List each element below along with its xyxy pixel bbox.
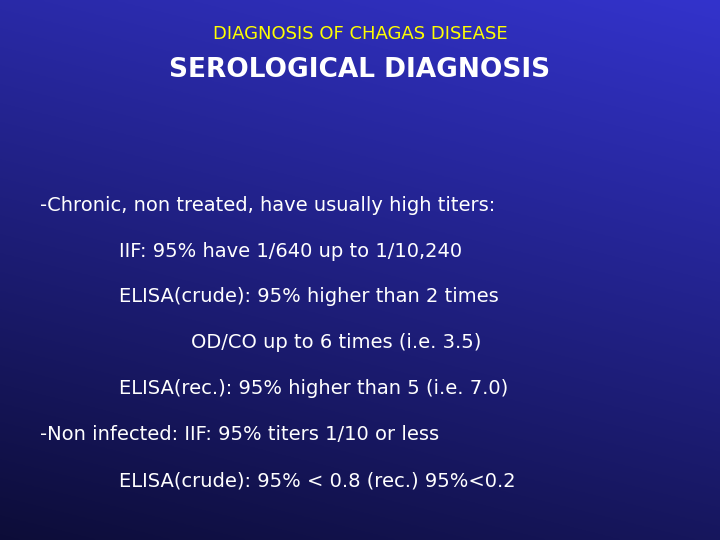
Text: ELISA(crude): 95% < 0.8 (rec.) 95%<0.2: ELISA(crude): 95% < 0.8 (rec.) 95%<0.2 bbox=[119, 471, 516, 490]
Text: DIAGNOSIS OF CHAGAS DISEASE: DIAGNOSIS OF CHAGAS DISEASE bbox=[212, 25, 508, 43]
Text: -Non infected: IIF: 95% titers 1/10 or less: -Non infected: IIF: 95% titers 1/10 or l… bbox=[40, 425, 438, 444]
Text: -Chronic, non treated, have usually high titers:: -Chronic, non treated, have usually high… bbox=[40, 195, 495, 215]
Text: OD/CO up to 6 times (i.e. 3.5): OD/CO up to 6 times (i.e. 3.5) bbox=[191, 333, 481, 353]
Text: IIF: 95% have 1/640 up to 1/10,240: IIF: 95% have 1/640 up to 1/10,240 bbox=[119, 241, 462, 261]
Text: SEROLOGICAL DIAGNOSIS: SEROLOGICAL DIAGNOSIS bbox=[169, 57, 551, 83]
Text: ELISA(rec.): 95% higher than 5 (i.e. 7.0): ELISA(rec.): 95% higher than 5 (i.e. 7.0… bbox=[119, 379, 508, 399]
Text: ELISA(crude): 95% higher than 2 times: ELISA(crude): 95% higher than 2 times bbox=[119, 287, 498, 307]
